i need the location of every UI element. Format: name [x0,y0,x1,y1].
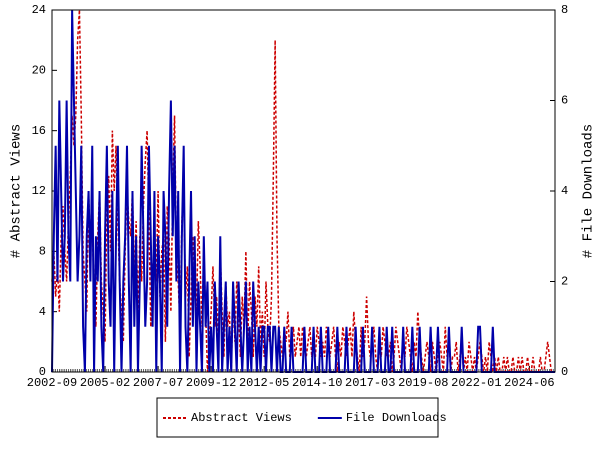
x-tick-label: 2017-03 [345,376,395,390]
x-tick-label: 2007-07 [133,376,183,390]
x-tick-label: 2024-06 [504,376,554,390]
x-tick-label: 2022-01 [451,376,501,390]
x-tick-label: 2009-12 [186,376,236,390]
y2-tick-label: 8 [561,3,568,17]
y2-axis-title: # File Downloads [581,124,597,258]
x-tick-label: 2005-02 [80,376,130,390]
legend-label: File Downloads [346,411,447,425]
y-tick-label: 16 [32,124,46,138]
y2-tick-label: 4 [561,184,568,198]
x-tick-label: 2002-09 [27,376,77,390]
x-tick-label: 2012-05 [239,376,289,390]
x-tick-label: 2019-08 [398,376,448,390]
y2-tick-label: 2 [561,275,568,289]
y2-tick-label: 0 [561,365,568,379]
y-tick-label: 20 [32,64,46,78]
x-tick-label: 2014-10 [292,376,342,390]
y-axis-title: # Abstract Views [9,124,25,258]
legend-box [156,397,439,438]
y-tick-label: 8 [39,245,46,259]
legend-label: Abstract Views [191,411,292,425]
plot-frame [51,9,556,373]
y-tick-label: 4 [39,305,46,319]
y-tick-label: 0 [39,365,46,379]
series-line [51,9,555,373]
y2-tick-label: 6 [561,94,568,108]
y-tick-label: 12 [32,184,46,198]
y-tick-label: 24 [32,3,46,17]
